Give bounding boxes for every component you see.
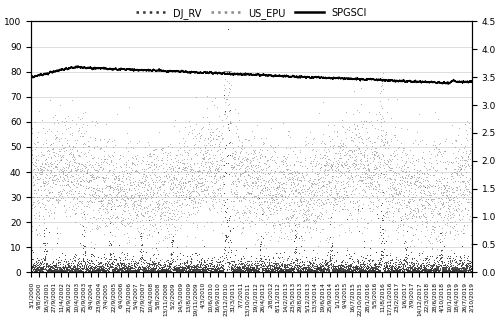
Legend: DJ_RV, US_EPU, SPGSCI: DJ_RV, US_EPU, SPGSCI [132,4,371,22]
